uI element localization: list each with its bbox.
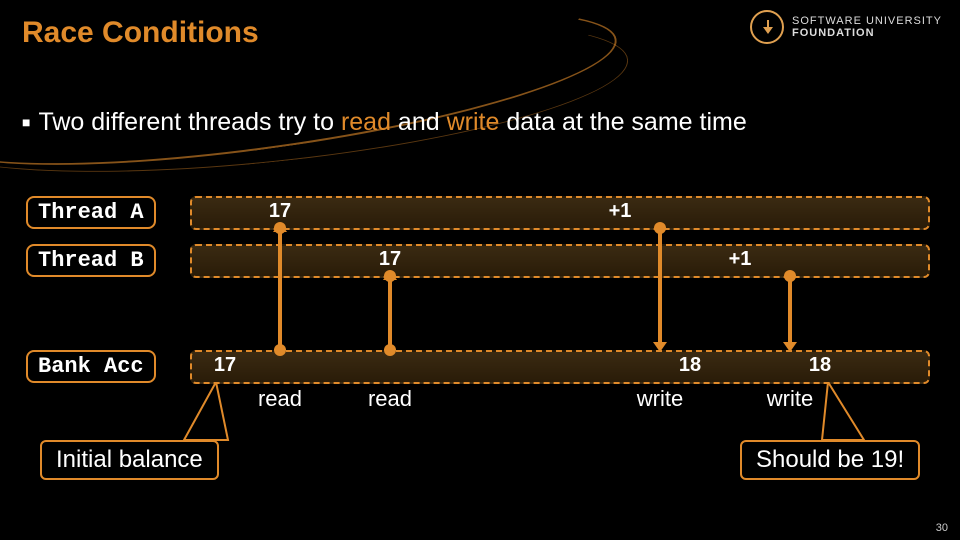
arrow-head-up-icon <box>273 222 287 232</box>
marker-bank-after-a: 18 <box>679 354 701 377</box>
logo-line1: SOFTWARE UNIVERSITY <box>792 15 942 27</box>
marker-thread-b-op: +1 <box>729 248 752 271</box>
label-thread-b: Thread B <box>26 244 156 277</box>
callout-should-be: Should be 19! <box>740 440 920 480</box>
label-thread-a: Thread A <box>26 196 156 229</box>
arrow-head-down-icon <box>783 342 797 352</box>
marker-thread-b-read: 17 <box>379 248 401 271</box>
arrow-line <box>788 276 792 344</box>
arrow-line <box>278 228 282 350</box>
logo-line2: FOUNDATION <box>792 27 942 39</box>
logo: SOFTWARE UNIVERSITY FOUNDATION <box>750 10 942 44</box>
marker-bank-after-b: 18 <box>809 354 831 377</box>
arrow-line <box>658 228 662 344</box>
bar-thread-a <box>190 196 930 230</box>
bullet-text: ■Two different threads try to read and w… <box>22 108 747 137</box>
op-read: read <box>368 386 412 412</box>
page-number: 30 <box>936 522 948 534</box>
arrow-head-down-icon <box>653 342 667 352</box>
lightbulb-icon <box>750 10 784 44</box>
bullet-icon: ■ <box>22 114 30 130</box>
logo-text: SOFTWARE UNIVERSITY FOUNDATION <box>792 15 942 39</box>
arrow-line <box>388 276 392 350</box>
arrow-head-up-icon <box>383 270 397 280</box>
label-bank-acc: Bank Acc <box>26 350 156 383</box>
marker-thread-a-op: +1 <box>609 200 632 223</box>
op-write: write <box>637 386 683 412</box>
marker-thread-a-read: 17 <box>269 200 291 223</box>
arrow-dot <box>274 344 286 356</box>
bar-thread-b <box>190 244 930 278</box>
callout-tail-icon <box>812 382 872 444</box>
callout-initial-balance: Initial balance <box>40 440 219 480</box>
op-read: read <box>258 386 302 412</box>
op-write: write <box>767 386 813 412</box>
callout-tail-icon <box>180 382 240 444</box>
slide-title: Race Conditions <box>22 16 259 50</box>
marker-bank-initial: 17 <box>214 354 236 377</box>
arrow-dot <box>384 344 396 356</box>
